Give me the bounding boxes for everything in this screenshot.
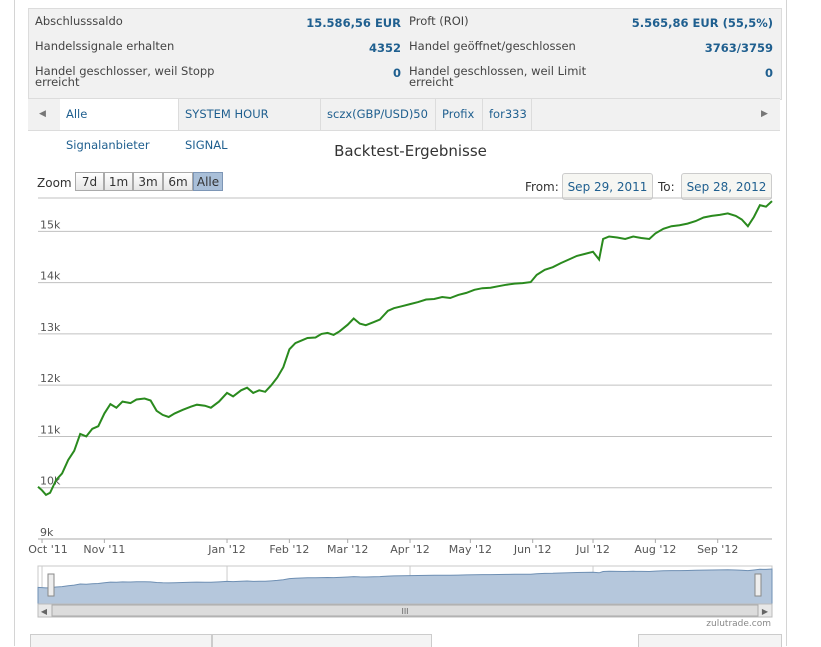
provider-tabs: ◀ Alle Signalanbieter SYSTEM HOUR SIGNAL… (28, 98, 780, 152)
zoom-7d-button[interactable]: 7d (75, 172, 104, 191)
tab-all-providers[interactable]: Alle Signalanbieter (60, 99, 179, 152)
stats-panel: Abschlusssaldo 15.586,56 EUR Proft (ROI)… (28, 8, 782, 100)
zoom-1m-button[interactable]: 1m (104, 172, 133, 191)
tab-scroll-right-icon[interactable]: ▶ (761, 109, 768, 119)
stat-label-profit: Proft (ROI) (409, 14, 469, 28)
zoom-6m-button[interactable]: 6m (163, 172, 193, 191)
stat-value-closed-by-stop: 0 (392, 66, 401, 80)
stat-label-closed-by-stop: Handel geschlosser, weil Stopp erreicht (35, 64, 215, 89)
range-from-label: From: (525, 180, 559, 194)
zoom-3m-button[interactable]: 3m (133, 172, 163, 191)
range-to-label: To: (658, 180, 675, 194)
chart-title: Backtest-Ergebnisse (334, 142, 487, 160)
range-to-input[interactable]: Sep 28, 2012 (681, 173, 772, 200)
bottom-panel-right (638, 634, 782, 647)
stat-value-closed-by-limit: 0 (764, 66, 773, 80)
stat-value-trades-opened-closed: 3763/3759 (704, 41, 773, 55)
range-from-input[interactable]: Sep 29, 2011 (562, 173, 653, 200)
stat-label-trades-opened-closed: Handel geöffnet/geschlossen (409, 39, 576, 53)
tab-scroll-left-icon[interactable]: ◀ (39, 109, 46, 119)
stat-label-closed-by-limit: Handel geschlossen, weil Limit erreicht (409, 64, 587, 89)
tab-system-hour-signal[interactable]: SYSTEM HOUR SIGNAL (179, 99, 321, 152)
credit-text: zulutrade.com (706, 619, 771, 629)
stat-value-signals-received: 4352 (368, 41, 401, 55)
tab-for333[interactable]: for333 (483, 99, 532, 130)
tab-profix[interactable]: Profix (436, 99, 483, 130)
stat-value-closing-balance: 15.586,56 EUR (306, 16, 401, 30)
zoom-all-button[interactable]: Alle (193, 172, 223, 191)
stat-label-closing-balance: Abschlusssaldo (35, 14, 123, 28)
stat-value-profit: 5.565,86 EUR (55,5%) (631, 16, 773, 30)
bottom-panel-middle (212, 634, 432, 647)
bottom-panel-left (30, 634, 212, 647)
zoom-label: Zoom (37, 176, 72, 190)
stat-label-signals-received: Handelssignale erhalten (35, 39, 175, 53)
tab-sczx[interactable]: sczx(GBP/USD)50 (321, 99, 436, 130)
